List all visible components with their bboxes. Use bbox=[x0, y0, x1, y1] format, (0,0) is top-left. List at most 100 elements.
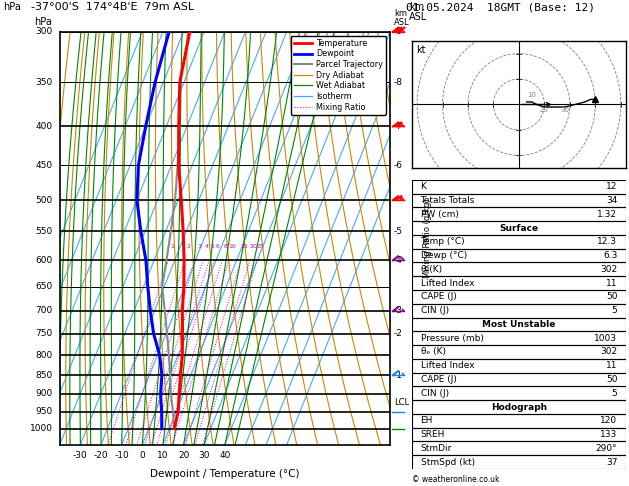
Bar bbox=[412, 359, 626, 373]
Text: 01.05.2024  18GMT (Base: 12): 01.05.2024 18GMT (Base: 12) bbox=[406, 2, 594, 13]
Text: 37: 37 bbox=[606, 458, 617, 467]
Text: 10: 10 bbox=[157, 451, 169, 460]
Text: 50: 50 bbox=[606, 293, 617, 301]
Bar bbox=[412, 208, 626, 221]
Bar bbox=[412, 414, 626, 428]
Text: CAPE (J): CAPE (J) bbox=[421, 293, 457, 301]
Text: 10: 10 bbox=[228, 244, 237, 249]
Text: K: K bbox=[421, 182, 426, 191]
Text: Dewp (°C): Dewp (°C) bbox=[421, 251, 467, 260]
Text: 25: 25 bbox=[257, 244, 264, 249]
Text: -6: -6 bbox=[394, 161, 403, 170]
Text: 550: 550 bbox=[35, 227, 52, 236]
Bar bbox=[412, 386, 626, 400]
Text: 50: 50 bbox=[606, 375, 617, 384]
Text: 20: 20 bbox=[178, 451, 189, 460]
Text: 302: 302 bbox=[600, 265, 617, 274]
Bar bbox=[412, 345, 626, 359]
Text: CAPE (J): CAPE (J) bbox=[421, 375, 457, 384]
Text: 950: 950 bbox=[35, 407, 52, 416]
Text: km: km bbox=[409, 2, 424, 13]
Text: CIN (J): CIN (J) bbox=[421, 389, 448, 398]
Text: 900: 900 bbox=[35, 389, 52, 399]
Text: 700: 700 bbox=[35, 307, 52, 315]
Bar bbox=[412, 249, 626, 262]
Text: Lifted Index: Lifted Index bbox=[421, 278, 474, 288]
Text: 0: 0 bbox=[140, 451, 145, 460]
Text: 5: 5 bbox=[211, 244, 214, 249]
Text: 40: 40 bbox=[219, 451, 231, 460]
Text: 650: 650 bbox=[35, 282, 52, 291]
Bar bbox=[412, 455, 626, 469]
Text: hPa: hPa bbox=[3, 2, 21, 13]
Text: 750: 750 bbox=[35, 329, 52, 338]
Text: 800: 800 bbox=[35, 350, 52, 360]
Text: Surface: Surface bbox=[499, 224, 538, 232]
Text: Lifted Index: Lifted Index bbox=[421, 361, 474, 370]
Text: 6.3: 6.3 bbox=[603, 251, 617, 260]
Text: 6: 6 bbox=[216, 244, 220, 249]
Text: 1003: 1003 bbox=[594, 334, 617, 343]
Text: 4: 4 bbox=[204, 244, 209, 249]
Text: 133: 133 bbox=[600, 430, 617, 439]
Text: Mixing Ratio (g/kg): Mixing Ratio (g/kg) bbox=[423, 198, 432, 278]
Text: -37°00'S  174°4B'E  79m ASL: -37°00'S 174°4B'E 79m ASL bbox=[31, 2, 194, 13]
Text: 34: 34 bbox=[606, 196, 617, 205]
Text: -20: -20 bbox=[94, 451, 108, 460]
Bar bbox=[412, 180, 626, 193]
Bar bbox=[412, 193, 626, 208]
Text: 300: 300 bbox=[35, 27, 52, 36]
Text: PW (cm): PW (cm) bbox=[421, 210, 459, 219]
Text: -7: -7 bbox=[394, 122, 403, 131]
Text: -9: -9 bbox=[394, 27, 403, 36]
Bar bbox=[412, 317, 626, 331]
Text: 1.32: 1.32 bbox=[598, 210, 617, 219]
Bar bbox=[412, 304, 626, 317]
Text: 15: 15 bbox=[241, 244, 248, 249]
Text: Temp (°C): Temp (°C) bbox=[421, 237, 465, 246]
Text: CIN (J): CIN (J) bbox=[421, 306, 448, 315]
Text: -1: -1 bbox=[394, 370, 403, 380]
Text: 30: 30 bbox=[560, 107, 569, 113]
Text: 1000: 1000 bbox=[30, 424, 52, 433]
Text: 20: 20 bbox=[250, 244, 257, 249]
Bar bbox=[412, 373, 626, 386]
Text: 302: 302 bbox=[600, 347, 617, 356]
Text: 290°: 290° bbox=[596, 444, 617, 453]
Text: 12.3: 12.3 bbox=[598, 237, 617, 246]
Text: 2: 2 bbox=[187, 244, 191, 249]
Text: 12: 12 bbox=[606, 182, 617, 191]
Bar bbox=[412, 276, 626, 290]
Text: 120: 120 bbox=[600, 417, 617, 425]
Bar bbox=[412, 290, 626, 304]
Text: Most Unstable: Most Unstable bbox=[482, 320, 555, 329]
Text: Hodograph: Hodograph bbox=[491, 402, 547, 412]
Text: 850: 850 bbox=[35, 370, 52, 380]
Text: 500: 500 bbox=[35, 195, 52, 205]
Text: 20: 20 bbox=[540, 107, 549, 113]
Text: -2: -2 bbox=[394, 329, 403, 338]
Text: θₑ (K): θₑ (K) bbox=[421, 347, 445, 356]
Text: -8: -8 bbox=[394, 78, 403, 87]
Text: Dewpoint / Temperature (°C): Dewpoint / Temperature (°C) bbox=[150, 469, 299, 480]
Bar bbox=[412, 441, 626, 455]
Text: km
ASL: km ASL bbox=[394, 9, 409, 27]
Text: 450: 450 bbox=[35, 161, 52, 170]
Text: SREH: SREH bbox=[421, 430, 445, 439]
Text: -3: -3 bbox=[394, 307, 403, 315]
Text: -5: -5 bbox=[394, 227, 403, 236]
Text: Pressure (mb): Pressure (mb) bbox=[421, 334, 484, 343]
Text: 10: 10 bbox=[527, 92, 536, 98]
Text: 1: 1 bbox=[170, 244, 174, 249]
Legend: Temperature, Dewpoint, Parcel Trajectory, Dry Adiabat, Wet Adiabat, Isotherm, Mi: Temperature, Dewpoint, Parcel Trajectory… bbox=[291, 35, 386, 115]
Text: Totals Totals: Totals Totals bbox=[421, 196, 475, 205]
Text: 5: 5 bbox=[611, 306, 617, 315]
Text: kt: kt bbox=[416, 45, 426, 54]
Bar bbox=[412, 428, 626, 441]
Text: -10: -10 bbox=[114, 451, 129, 460]
Text: -4: -4 bbox=[394, 256, 403, 265]
Text: StmSpd (kt): StmSpd (kt) bbox=[421, 458, 475, 467]
Text: θₑ(K): θₑ(K) bbox=[421, 265, 443, 274]
Text: 350: 350 bbox=[35, 78, 52, 87]
Text: 400: 400 bbox=[35, 122, 52, 131]
